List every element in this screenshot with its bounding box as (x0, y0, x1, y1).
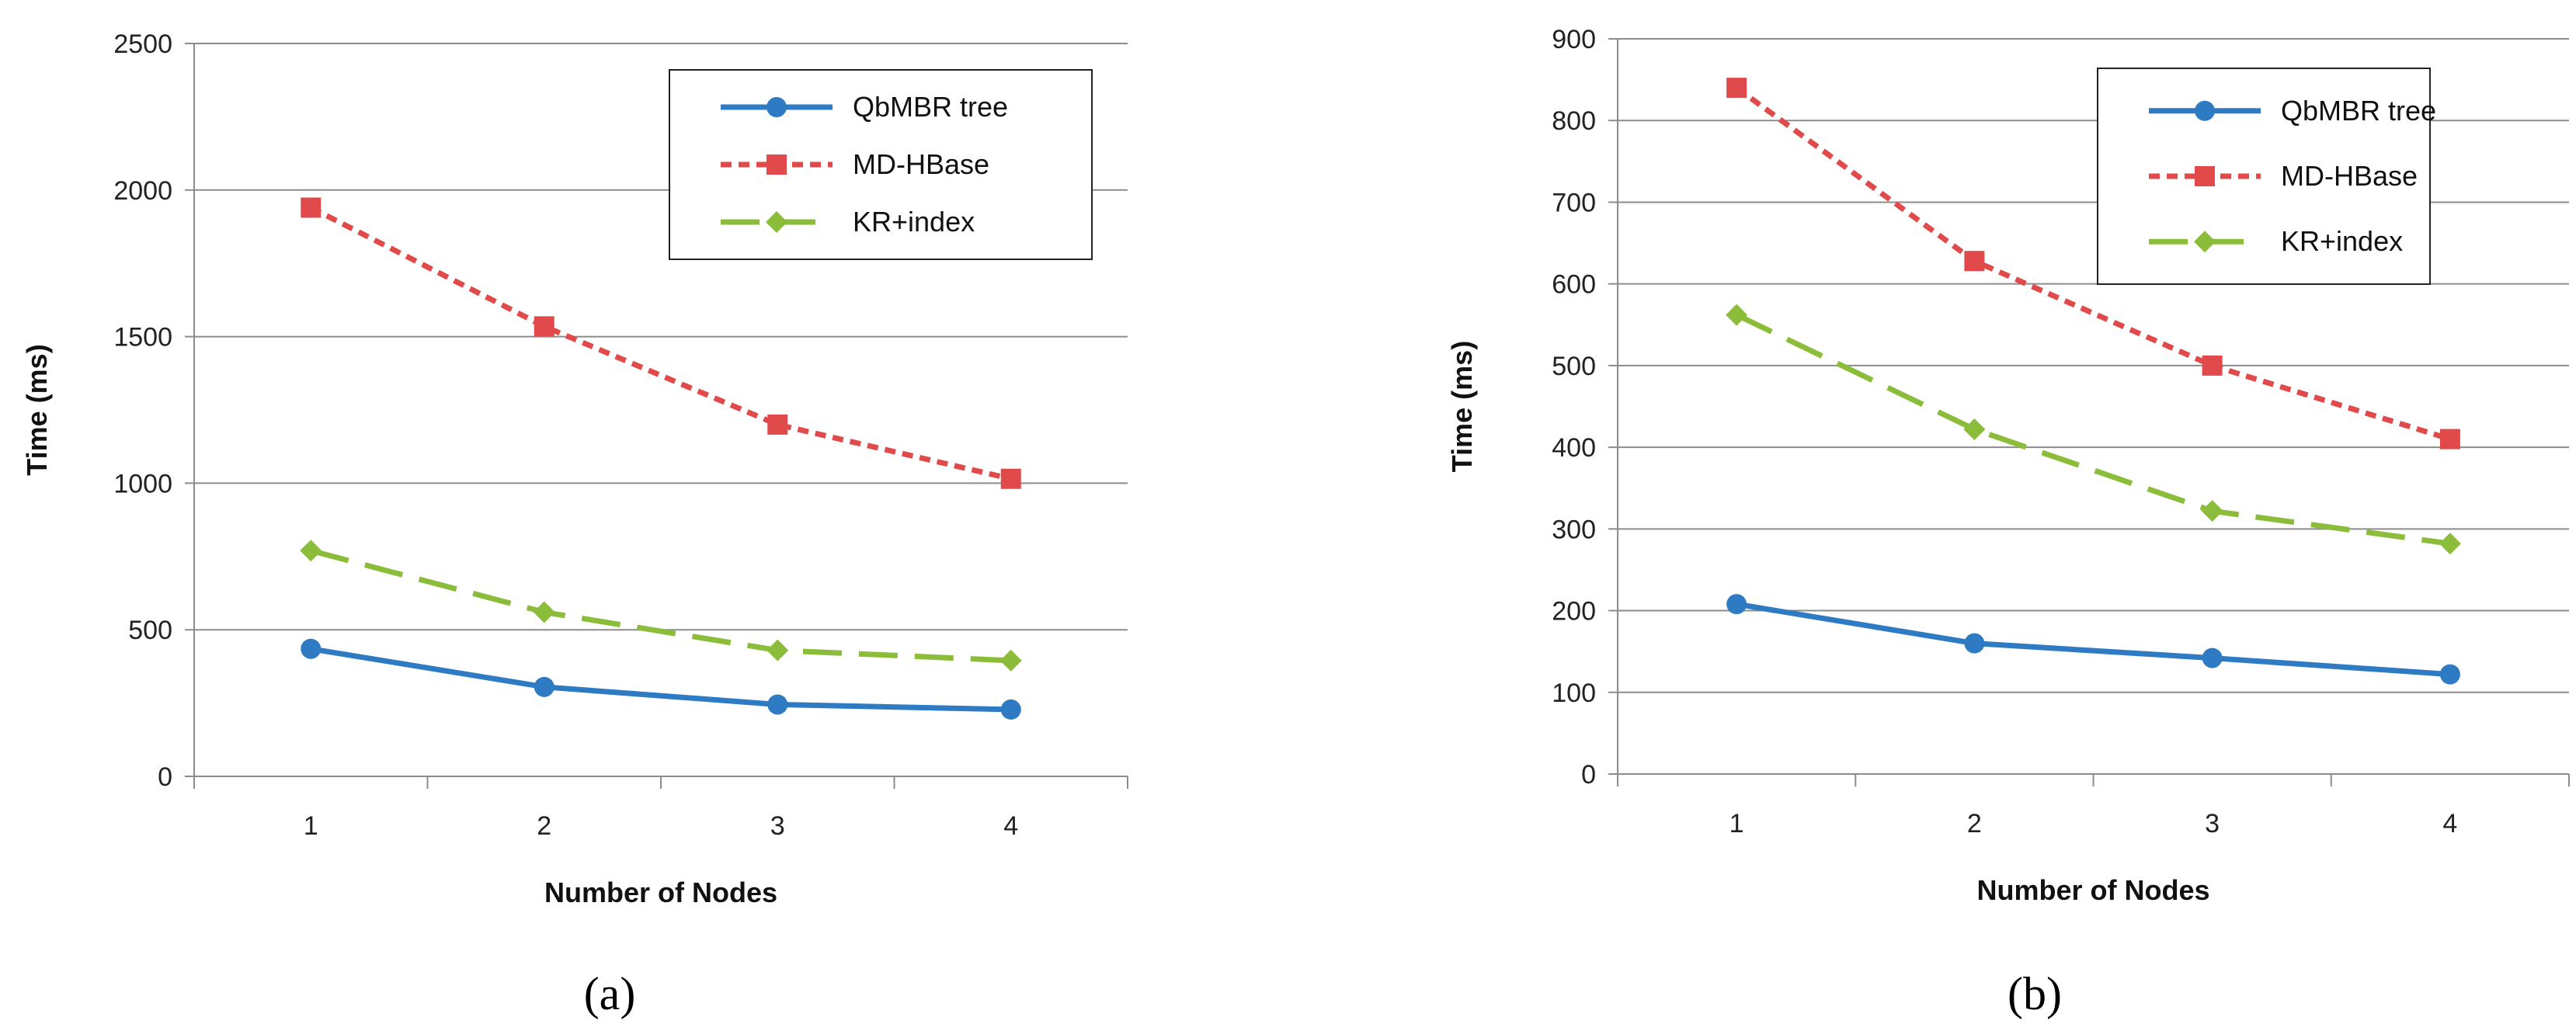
x-tick-label: 4 (2442, 809, 2457, 838)
data-point (2202, 647, 2223, 668)
series-line (1735, 312, 2451, 547)
y-axis-title: Time (ms) (1446, 341, 1478, 472)
y-tick-label: 900 (1552, 25, 1596, 54)
series-line (309, 205, 1012, 482)
x-tick-label: 1 (1730, 809, 1744, 838)
chart-b: 0 100 200 300 400 500 600 700 800 900 1 2 3 4 Number o… (1446, 25, 2570, 1019)
x-tick-label: 2 (537, 811, 551, 841)
legend: QbMBR tree MD-HBase KR+index (669, 69, 1093, 260)
series-line (310, 646, 1011, 713)
data-point (1726, 304, 1748, 326)
data-point (2201, 500, 2223, 522)
x-tick-label: 2 (1967, 809, 1982, 838)
series-qbmbr-tree (301, 638, 1021, 720)
legend-label: MD-HBase (2281, 160, 2418, 192)
series-line (1736, 601, 2451, 678)
data-point (301, 197, 322, 218)
legend-label: QbMBR tree (853, 91, 1008, 123)
series-line (310, 547, 1011, 664)
legend-marker (766, 210, 787, 233)
data-point (2439, 533, 2461, 555)
data-point (767, 639, 789, 661)
figure-caption: (b) (2008, 968, 2062, 1019)
y-tick-label: 100 (1552, 679, 1596, 708)
series-md-hbase (301, 197, 1021, 489)
data-point (534, 316, 554, 337)
data-point (1964, 251, 1985, 272)
x-axis-title: Number of Nodes (544, 877, 777, 908)
data-point (1964, 633, 1985, 654)
legend-label: QbMBR tree (2281, 95, 2436, 127)
data-point (999, 649, 1022, 672)
y-axis-title: Time (ms) (21, 344, 53, 475)
legend-marker (767, 97, 787, 118)
y-tick-label: 1500 (113, 323, 172, 352)
series-kr-index (1726, 304, 2461, 555)
legend-marker (2195, 166, 2215, 186)
legend-marker (2194, 231, 2216, 253)
y-tick-label: 500 (1552, 352, 1596, 381)
data-point (533, 601, 555, 623)
x-tick-label: 3 (2205, 809, 2220, 838)
data-point (1000, 468, 1021, 489)
y-tick-label: 600 (1552, 270, 1596, 300)
legend-label: KR+index (2281, 225, 2403, 257)
y-tick-label: 2500 (113, 30, 172, 59)
y-tick-label: 1000 (113, 469, 172, 498)
y-tick-label: 0 (158, 762, 172, 792)
data-point (300, 540, 322, 562)
data-point (301, 638, 322, 659)
chart-a: 0 500 1000 1500 2000 2500 1 2 3 4 Number of Nodes T… (21, 30, 1128, 1019)
x-tick-label: 1 (304, 811, 318, 841)
legend-label: KR+index (853, 206, 975, 238)
legend-marker (767, 154, 787, 175)
series-kr-index (300, 540, 1022, 672)
y-tick-label: 400 (1552, 433, 1596, 463)
series-line (1735, 85, 2451, 442)
figure-caption: (a) (584, 968, 636, 1019)
y-tick-label: 300 (1552, 515, 1596, 544)
y-tick-label: 200 (1552, 597, 1596, 627)
x-tick-label: 3 (770, 811, 785, 841)
series-qbmbr-tree (1726, 594, 2460, 685)
x-tick-label: 4 (1003, 811, 1018, 841)
data-point (1726, 78, 1747, 99)
data-point (767, 414, 788, 435)
data-point (2202, 355, 2223, 376)
y-tick-label: 2000 (113, 176, 172, 206)
y-tick-label: 800 (1552, 106, 1596, 136)
y-tick-label: 500 (128, 616, 172, 645)
x-axis-title: Number of Nodes (1976, 874, 2209, 906)
data-point (1963, 418, 1986, 440)
legend-marker (2195, 100, 2215, 121)
legend-label: MD-HBase (853, 148, 989, 180)
legend: QbMBR tree MD-HBase KR+index (2097, 68, 2436, 285)
data-point (2439, 664, 2460, 685)
data-point (1726, 594, 1747, 615)
data-point (767, 694, 788, 715)
series-md-hbase (1726, 78, 2460, 450)
data-point (1000, 699, 1021, 720)
y-tick-label: 700 (1552, 188, 1596, 217)
data-point (2439, 429, 2460, 450)
y-tick-label: 0 (1581, 760, 1596, 790)
data-point (534, 676, 554, 697)
